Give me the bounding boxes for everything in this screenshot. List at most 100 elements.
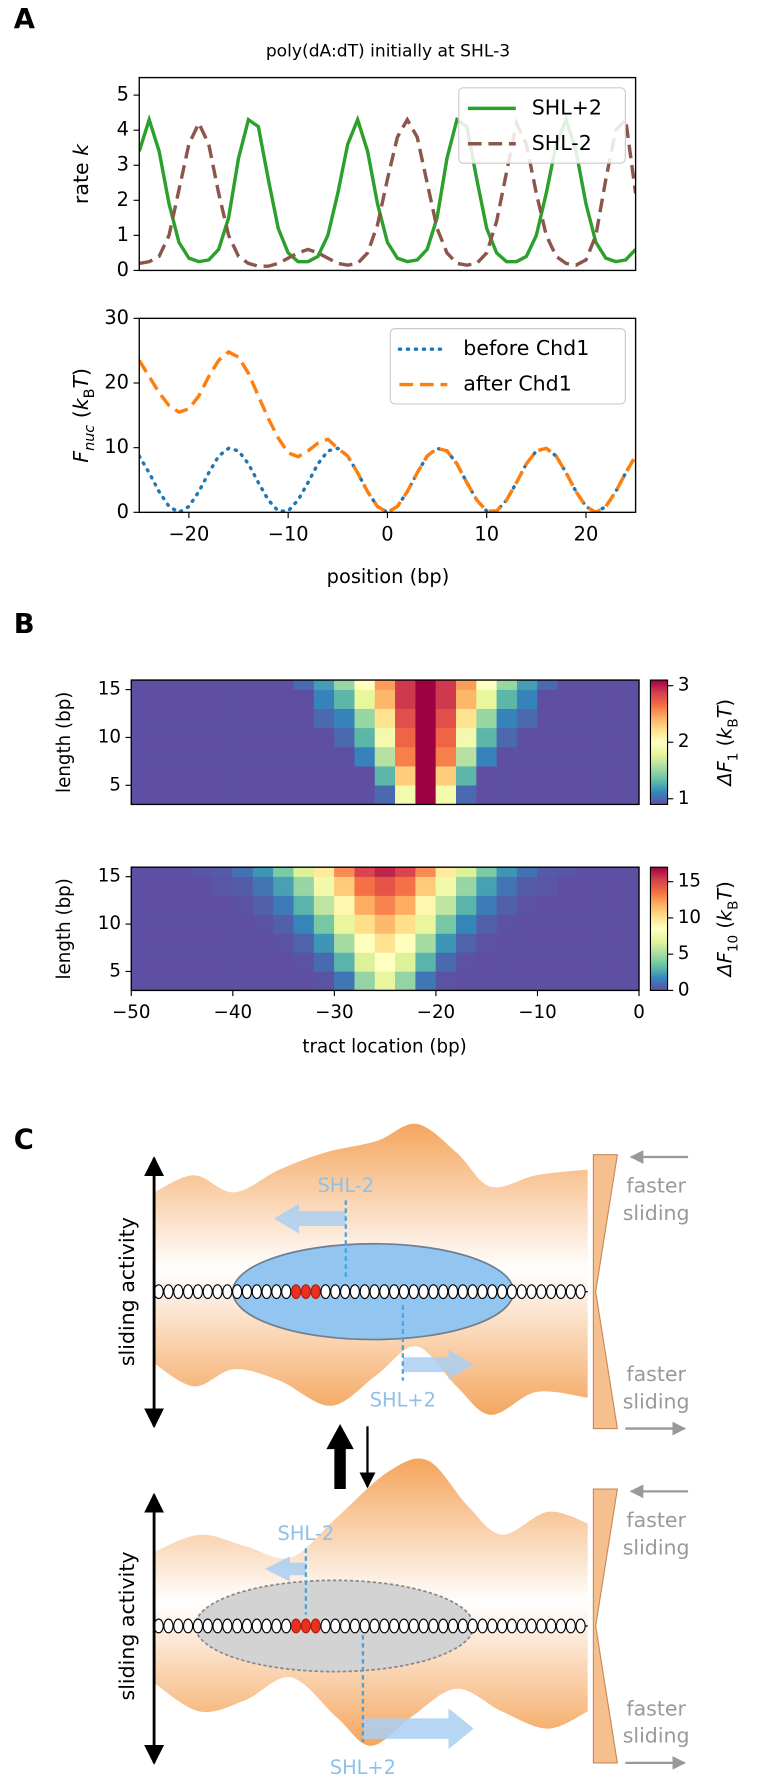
heat-cell xyxy=(334,971,355,991)
heat-cell xyxy=(537,727,559,748)
heat-cell xyxy=(313,708,335,729)
heat-cell xyxy=(354,952,376,972)
heat-cell xyxy=(131,746,152,767)
heat-cell xyxy=(557,876,579,896)
heat-cell xyxy=(456,971,477,991)
heat-cell xyxy=(293,952,315,972)
heat-cell xyxy=(273,895,294,915)
heat-cell xyxy=(151,746,173,767)
y-tick-label: 5 xyxy=(117,83,129,106)
heat-cell xyxy=(476,895,498,915)
heat-cell xyxy=(293,727,315,748)
heat-cell xyxy=(374,914,396,934)
dna-base-pair xyxy=(526,1618,537,1634)
heat-cell xyxy=(374,708,396,729)
heat-cell xyxy=(476,765,498,786)
dna-base-pair xyxy=(349,1618,361,1634)
heat-cell xyxy=(354,876,376,896)
heat-cell xyxy=(191,680,213,690)
dna-base-pair xyxy=(261,1618,272,1634)
heat-cell xyxy=(557,785,579,805)
heat-cell xyxy=(232,895,254,915)
heat-cell xyxy=(354,708,376,729)
heat-cell xyxy=(212,933,234,953)
heat-cell xyxy=(151,727,173,748)
heat-cell xyxy=(476,971,498,991)
heat-cell xyxy=(435,680,457,690)
heat-cell xyxy=(334,727,355,748)
heat-cell xyxy=(273,952,294,972)
heat-cell xyxy=(131,765,152,786)
x-tick-label: −10 xyxy=(268,523,309,546)
heat-cell xyxy=(415,933,437,953)
label-part: ) xyxy=(713,699,736,707)
x-tick-label: 0 xyxy=(381,523,393,546)
colorbar-tick-label: 5 xyxy=(678,943,690,964)
heat-cell xyxy=(212,914,234,934)
heat-cell xyxy=(131,971,152,991)
dna-base-pair xyxy=(232,1618,243,1634)
label-part: nuc xyxy=(82,425,98,451)
heat-cell xyxy=(252,876,274,896)
x-tick-label: 10 xyxy=(474,523,499,546)
heat-cell xyxy=(496,914,518,934)
label-part: ( xyxy=(713,921,736,935)
heat-cell xyxy=(354,689,376,709)
heat-cell xyxy=(456,727,477,748)
heat-cell xyxy=(557,933,579,953)
dna-base-pair xyxy=(182,1284,194,1300)
heat-cell xyxy=(313,895,335,915)
dna-base-pair xyxy=(398,1618,410,1634)
heat-cell xyxy=(476,876,498,896)
heat-cell xyxy=(191,971,213,991)
dna-base-pair xyxy=(555,1618,567,1634)
heat-cell xyxy=(131,708,152,729)
heat-cell xyxy=(415,895,437,915)
heat-cell xyxy=(273,933,294,953)
heat-cell xyxy=(395,727,416,748)
heat-cell xyxy=(374,876,396,896)
heat-cell xyxy=(252,765,274,786)
axes-frame xyxy=(138,317,637,514)
note: faster xyxy=(626,1508,686,1532)
note: sliding xyxy=(623,1724,690,1748)
heat-cell xyxy=(516,914,538,934)
heat-cell xyxy=(435,914,457,934)
heat-cell xyxy=(212,785,234,805)
dna-base-pair xyxy=(251,1284,262,1300)
heat-cell xyxy=(151,765,173,786)
heat-cell xyxy=(151,952,173,972)
heat-cell xyxy=(334,689,355,709)
colorbar-tick-label: 15 xyxy=(678,871,701,892)
heat-cell xyxy=(577,971,599,991)
dna-base-pair xyxy=(487,1618,498,1634)
heat-cell xyxy=(293,680,315,690)
heat-cell xyxy=(354,785,376,805)
heat-cell xyxy=(374,971,396,991)
heat-cell xyxy=(171,785,193,805)
heat-cell xyxy=(273,785,294,805)
dna-base-pair xyxy=(555,1284,567,1300)
heat-cell xyxy=(577,895,599,915)
axis-label: ΔF1 (kBT) xyxy=(713,699,742,788)
dna-base-pair xyxy=(575,1618,586,1634)
dna-base-pair xyxy=(241,1618,253,1634)
sliding-arrow xyxy=(362,1708,474,1750)
heat-cell xyxy=(598,765,619,786)
heat-cell xyxy=(557,708,579,729)
dna-base-pair xyxy=(447,1284,459,1300)
heat-cell xyxy=(557,895,579,915)
heat-cell xyxy=(354,680,376,690)
heat-cell xyxy=(618,689,640,709)
heat-cell xyxy=(537,933,559,953)
y-tick-label: 10 xyxy=(104,435,129,458)
heat-cell xyxy=(374,727,396,748)
heat-cell xyxy=(151,914,173,934)
dna-base-pair xyxy=(251,1618,262,1634)
heat-cell xyxy=(212,765,234,786)
site-label: SHL-2 xyxy=(317,1174,374,1197)
heat-cell xyxy=(232,689,254,709)
heat-cell xyxy=(476,727,498,748)
heat-cell xyxy=(435,895,457,915)
y-tick-label: 20 xyxy=(104,371,129,394)
